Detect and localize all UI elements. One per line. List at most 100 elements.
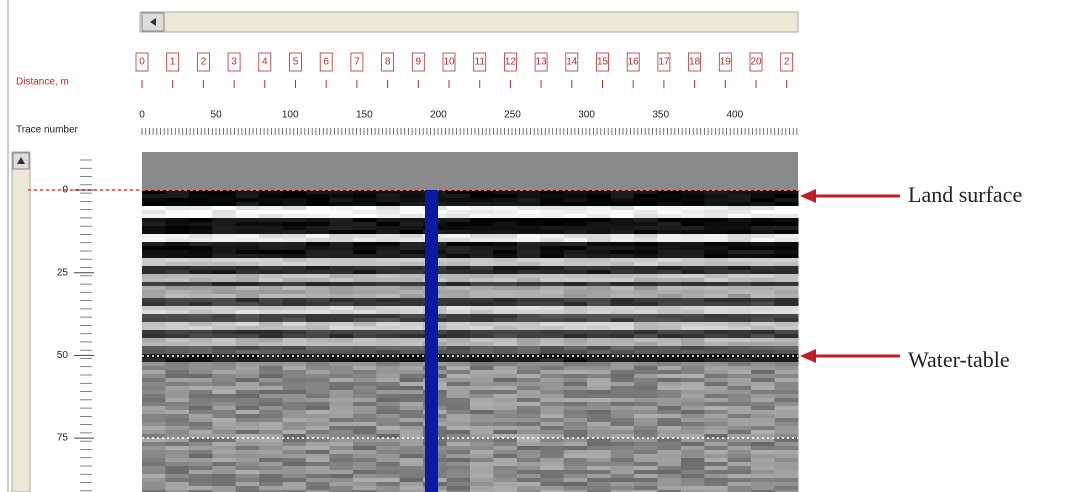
- texture: [212, 246, 236, 250]
- texture: [681, 394, 705, 398]
- texture: [493, 266, 517, 270]
- texture: [587, 198, 611, 202]
- texture: [259, 262, 283, 266]
- texture: [751, 390, 775, 394]
- texture: [751, 366, 775, 370]
- texture: [329, 270, 353, 274]
- trace-cursor[interactable]: [425, 190, 438, 492]
- h-scrollbar[interactable]: [140, 12, 798, 32]
- texture: [775, 242, 799, 246]
- texture: [470, 474, 494, 478]
- texture: [236, 358, 260, 362]
- texture: [704, 230, 728, 234]
- texture: [634, 398, 658, 402]
- texture: [493, 282, 517, 286]
- texture: [165, 406, 189, 410]
- texture: [142, 242, 166, 246]
- texture: [353, 382, 377, 386]
- texture: [142, 470, 166, 474]
- texture: [517, 346, 541, 350]
- texture: [611, 286, 635, 290]
- texture: [353, 350, 377, 354]
- texture: [236, 382, 260, 386]
- texture: [283, 230, 307, 234]
- texture: [517, 458, 541, 462]
- texture: [704, 306, 728, 310]
- texture: [165, 238, 189, 242]
- texture: [306, 386, 330, 390]
- texture: [212, 430, 236, 434]
- texture: [142, 234, 166, 238]
- texture: [306, 222, 330, 226]
- texture: [681, 270, 705, 274]
- texture: [470, 246, 494, 250]
- texture: [447, 230, 471, 234]
- texture: [517, 234, 541, 238]
- texture: [259, 430, 283, 434]
- texture: [470, 282, 494, 286]
- texture: [493, 342, 517, 346]
- texture: [142, 306, 166, 310]
- texture: [329, 298, 353, 302]
- texture: [517, 202, 541, 206]
- texture: [493, 390, 517, 394]
- texture: [447, 206, 471, 210]
- texture: [611, 210, 635, 214]
- texture: [236, 330, 260, 334]
- texture: [657, 202, 681, 206]
- texture: [540, 218, 564, 222]
- texture: [165, 390, 189, 394]
- texture: [283, 478, 307, 482]
- texture: [540, 298, 564, 302]
- texture: [353, 342, 377, 346]
- texture: [540, 486, 564, 490]
- texture: [212, 442, 236, 446]
- texture: [236, 310, 260, 314]
- texture: [189, 298, 213, 302]
- texture: [681, 374, 705, 378]
- texture: [540, 378, 564, 382]
- texture: [142, 254, 166, 258]
- texture: [212, 242, 236, 246]
- texture: [353, 222, 377, 226]
- texture: [259, 302, 283, 306]
- texture: [775, 466, 799, 470]
- texture: [165, 374, 189, 378]
- v-scrollbar[interactable]: [12, 152, 30, 492]
- texture: [376, 330, 400, 334]
- texture: [564, 466, 588, 470]
- texture: [704, 334, 728, 338]
- texture: [400, 290, 424, 294]
- texture: [775, 346, 799, 350]
- texture: [189, 214, 213, 218]
- texture: [306, 246, 330, 250]
- texture: [564, 226, 588, 230]
- texture: [353, 362, 377, 366]
- texture: [564, 386, 588, 390]
- texture: [657, 402, 681, 406]
- texture: [189, 318, 213, 322]
- texture: [306, 402, 330, 406]
- texture: [611, 230, 635, 234]
- texture: [212, 274, 236, 278]
- texture: [212, 286, 236, 290]
- texture: [259, 414, 283, 418]
- texture: [634, 242, 658, 246]
- texture: [657, 294, 681, 298]
- texture: [376, 378, 400, 382]
- texture: [447, 374, 471, 378]
- texture: [470, 430, 494, 434]
- texture: [165, 450, 189, 454]
- texture: [283, 446, 307, 450]
- texture: [306, 210, 330, 214]
- texture: [189, 450, 213, 454]
- texture: [564, 242, 588, 246]
- texture: [681, 482, 705, 486]
- texture: [259, 210, 283, 214]
- texture: [236, 334, 260, 338]
- texture: [353, 474, 377, 478]
- texture: [611, 226, 635, 230]
- texture: [353, 450, 377, 454]
- texture: [634, 338, 658, 342]
- texture: [704, 234, 728, 238]
